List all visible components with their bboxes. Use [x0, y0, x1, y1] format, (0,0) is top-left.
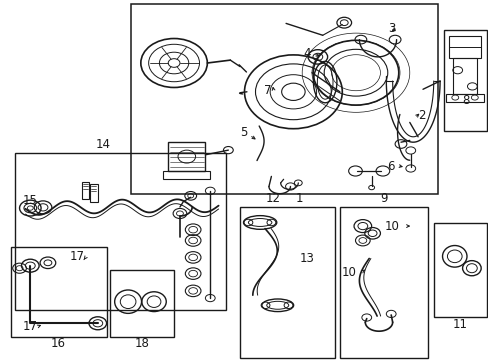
Text: 7: 7 [264, 84, 271, 96]
Text: 3: 3 [387, 22, 395, 35]
Text: 9: 9 [379, 192, 387, 205]
Text: 14: 14 [96, 138, 111, 151]
Text: 17: 17 [23, 320, 38, 333]
Bar [168, 142, 205, 171]
Bar [15, 153, 225, 310]
Text: 5: 5 [239, 126, 247, 139]
Text: 17: 17 [70, 250, 84, 263]
Text: 11: 11 [452, 318, 467, 330]
Bar [443, 30, 486, 131]
Text: 12: 12 [265, 192, 280, 205]
Text: 8: 8 [461, 94, 468, 107]
Text: 13: 13 [299, 252, 314, 265]
Text: 6: 6 [386, 160, 394, 173]
Bar [11, 247, 106, 337]
Text: 16: 16 [50, 337, 65, 350]
Text: 10: 10 [385, 220, 399, 233]
Bar [239, 207, 334, 358]
Bar [110, 270, 173, 337]
Text: 4: 4 [303, 47, 310, 60]
Bar [131, 4, 437, 194]
Bar [163, 171, 210, 179]
Bar [448, 36, 480, 58]
Text: 15: 15 [23, 194, 38, 207]
Bar [452, 58, 476, 94]
Bar [446, 94, 483, 102]
Text: 1: 1 [295, 192, 303, 205]
Text: 2: 2 [417, 109, 425, 122]
Text: 10: 10 [342, 266, 356, 279]
Text: 18: 18 [134, 337, 149, 350]
Bar [90, 184, 98, 202]
Bar [433, 223, 486, 317]
Bar [339, 207, 427, 358]
Bar [81, 182, 89, 199]
